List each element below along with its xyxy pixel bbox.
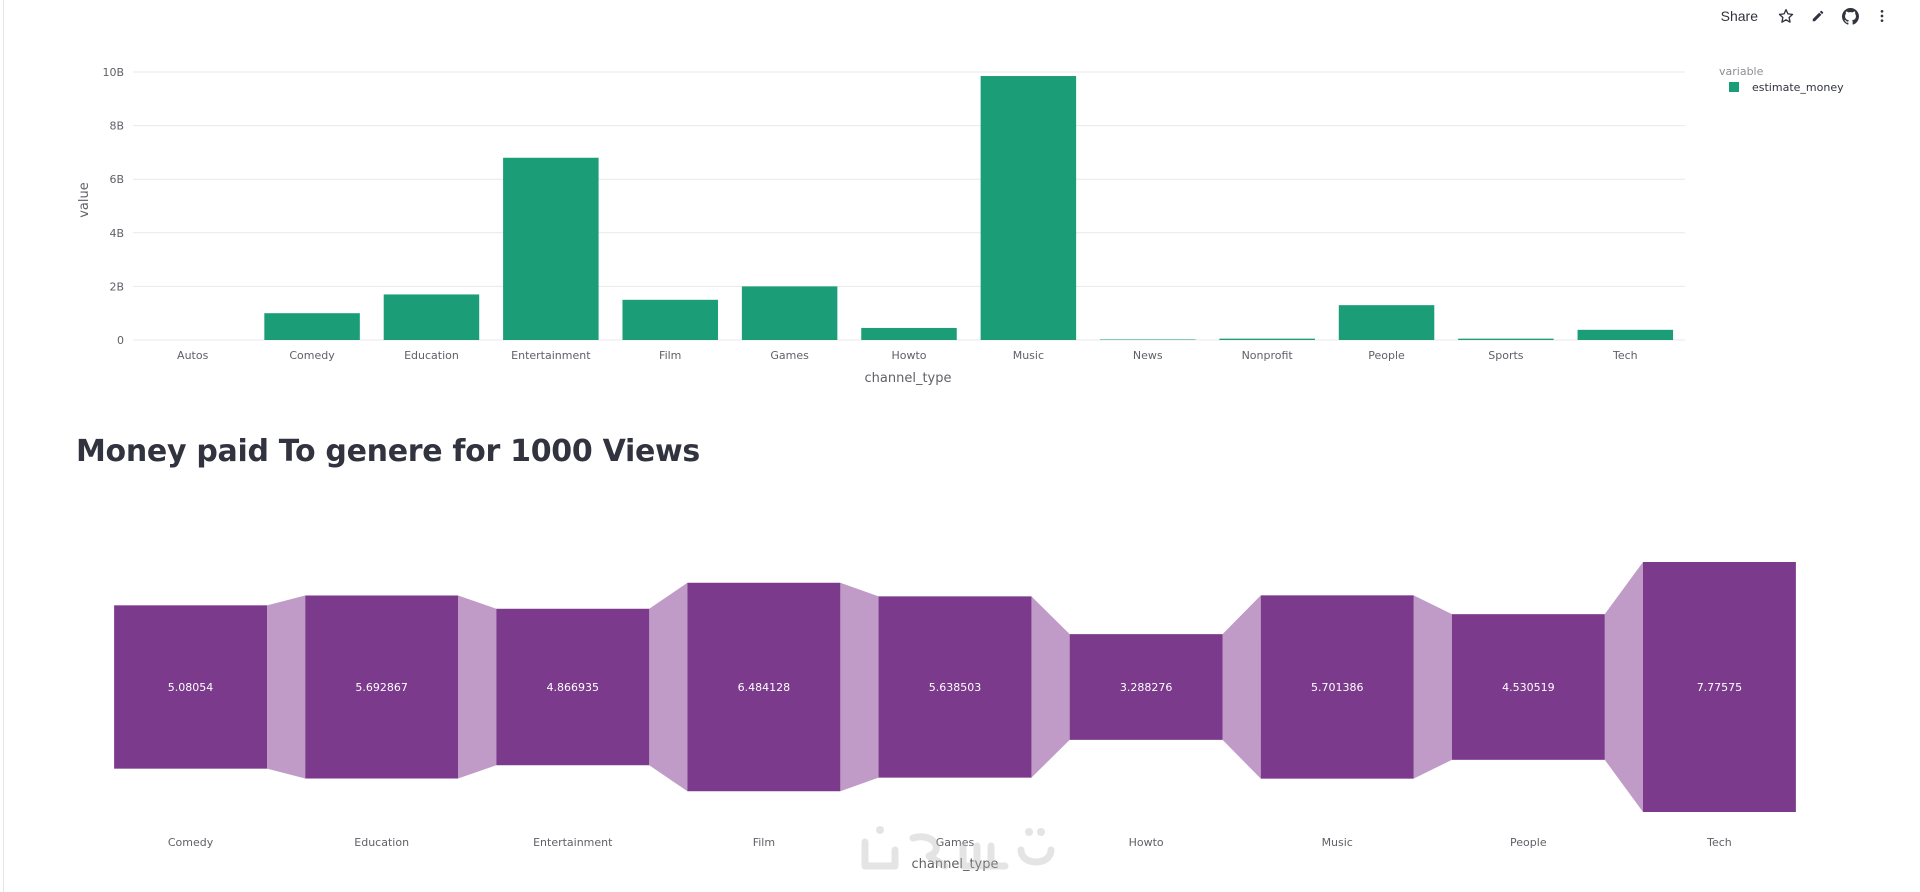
section-title: Money paid To genere for 1000 Views (76, 434, 700, 469)
bar-people[interactable] (1338, 305, 1435, 340)
funnel-bar-howto[interactable] (1069, 634, 1223, 740)
star-icon[interactable] (1770, 4, 1802, 28)
bar-chart-y-tick-label: 4B (109, 227, 124, 240)
bar-howto[interactable] (861, 327, 957, 340)
funnel-connector (840, 582, 879, 792)
funnel-value-label: 5.692867 (355, 681, 408, 694)
bar-chart-x-tick-label: Games (770, 349, 809, 362)
bar-chart-x-tick-label: Howto (891, 349, 926, 362)
funnel-x-tick-label: People (1510, 836, 1547, 849)
bar-chart-y-tick-label: 8B (109, 120, 124, 133)
funnel-bar-comedy[interactable] (114, 605, 267, 769)
funnel-x-ticks: Comedy Education Entertainment Film Games How… (168, 836, 1732, 849)
funnel-connector (1222, 595, 1261, 779)
bar-chart: 0 2B 4B 6B 8B 10B Autos Comedy Education Enterta… (77, 65, 1844, 386)
github-icon[interactable] (1834, 4, 1866, 28)
bar-chart-y-axis-title: value (77, 182, 92, 218)
sidebar-divider (3, 0, 4, 892)
funnel-bar-music[interactable] (1260, 595, 1414, 779)
funnel-connector (1413, 595, 1452, 779)
share-button[interactable]: Share (1720, 8, 1758, 24)
funnel-connectors (267, 562, 1643, 812)
funnel-value-label: 4.866935 (547, 681, 600, 694)
funnel-connector (458, 595, 497, 779)
funnel-bar-people[interactable] (1451, 614, 1605, 760)
toolbar: Share (1713, 4, 1898, 28)
bar-education[interactable] (383, 294, 480, 340)
bar-chart-x-tick-label: Entertainment (511, 349, 591, 362)
bar-tech[interactable] (1577, 329, 1674, 340)
funnel-connector (1031, 596, 1070, 778)
funnel-x-tick-label: Film (753, 836, 775, 849)
funnel-x-tick-label: Education (354, 836, 409, 849)
funnel-x-tick-label: Games (936, 836, 975, 849)
funnel-x-tick-label: Entertainment (533, 836, 613, 849)
funnel-value-label: 6.484128 (738, 681, 791, 694)
bar-comedy[interactable] (264, 313, 360, 340)
bar-chart-legend: variable estimate_money (1719, 65, 1844, 94)
funnel-x-tick-label: Music (1322, 836, 1353, 849)
bar-chart-x-tick-label: Sports (1488, 349, 1524, 362)
funnel-bar-film[interactable] (687, 582, 841, 792)
bar-chart-x-tick-label: Music (1013, 349, 1044, 362)
bar-chart-y-tick-label: 10B (102, 66, 124, 79)
bar-chart-x-axis-title: channel_type (865, 371, 952, 386)
bar-chart-x-tick-label: News (1133, 349, 1163, 362)
bar-chart-bars (264, 76, 1674, 341)
edit-pencil-icon[interactable] (1802, 4, 1834, 28)
funnel-connector (1604, 562, 1643, 812)
bar-chart-y-tick-label: 2B (109, 280, 124, 293)
bar-chart-x-tick-label: Education (404, 349, 459, 362)
funnel-x-tick-label: Howto (1129, 836, 1164, 849)
funnel-value-label: 4.530519 (1502, 681, 1555, 694)
bar-chart-x-tick-label: People (1368, 349, 1405, 362)
funnel-value-label: 7.77575 (1697, 681, 1743, 694)
bar-chart-y-tick-label: 6B (109, 173, 124, 186)
bar-chart-x-tick-label: Film (659, 349, 681, 362)
bar-chart-x-ticks: Autos Comedy Education Entertainment Film Gam… (177, 349, 1638, 362)
funnel-bar-entertainment[interactable] (496, 608, 650, 766)
funnel-x-tick-label: Comedy (168, 836, 214, 849)
bar-games[interactable] (741, 286, 838, 340)
legend-title: variable (1719, 65, 1764, 78)
bar-chart-x-tick-label: Autos (177, 349, 209, 362)
funnel-bars: 5.08054 5.692867 4.866935 6.484128 5.638503 3… (114, 562, 1796, 812)
bar-music[interactable] (980, 76, 1077, 341)
bar-nonprofit[interactable] (1219, 338, 1315, 340)
funnel-x-tick-label: Tech (1706, 836, 1732, 849)
bar-chart-x-tick-label: Tech (1612, 349, 1638, 362)
funnel-bar-games[interactable] (878, 596, 1032, 778)
funnel-connector (267, 595, 306, 779)
funnel-value-label: 5.08054 (168, 681, 214, 694)
more-vertical-icon[interactable] (1866, 4, 1898, 28)
funnel-x-axis-title: channel_type (912, 857, 999, 872)
legend-item-label[interactable]: estimate_money (1752, 81, 1844, 94)
bar-news[interactable] (1100, 339, 1196, 340)
funnel-value-label: 5.701386 (1311, 681, 1364, 694)
bar-chart-x-tick-label: Nonprofit (1242, 349, 1294, 362)
bar-entertainment[interactable] (503, 157, 599, 340)
bar-sports[interactable] (1458, 338, 1554, 340)
bar-film[interactable] (622, 299, 718, 340)
funnel-value-label: 5.638503 (929, 681, 982, 694)
funnel-value-label: 3.288276 (1120, 681, 1173, 694)
bar-chart-y-tick-label: 0 (117, 334, 124, 347)
bar-chart-x-tick-label: Comedy (289, 349, 335, 362)
bar-chart-y-ticks: 0 2B 4B 6B 8B 10B (102, 66, 124, 347)
legend-swatch[interactable] (1729, 82, 1739, 92)
funnel-connector (649, 582, 688, 792)
funnel-bar-education[interactable] (305, 595, 459, 779)
funnel-bar-tech[interactable] (1643, 562, 1796, 812)
